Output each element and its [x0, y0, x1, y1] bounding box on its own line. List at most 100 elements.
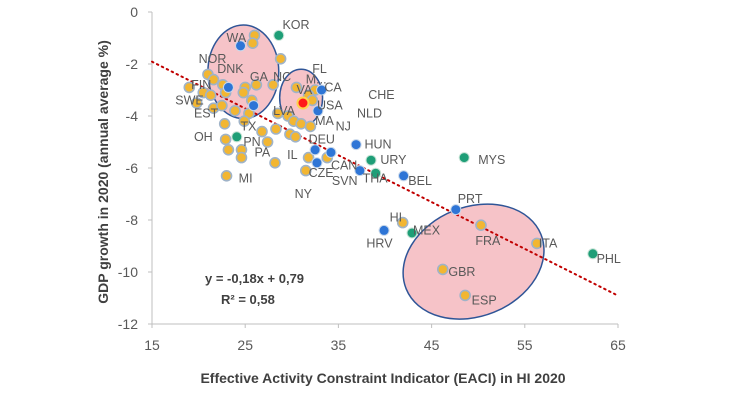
point-label-pn: PN [243, 135, 260, 149]
data-point-yellow [274, 52, 287, 65]
point-label-hun: HUN [364, 138, 391, 152]
data-point-yellow [256, 125, 268, 138]
data-point-yellow [267, 79, 279, 91]
point-label-ita: ITA [539, 236, 558, 250]
point-label-ma: MA [315, 114, 334, 128]
point-label-kor: KOR [282, 18, 309, 32]
y-tick-label: -10 [118, 264, 138, 280]
data-point-yellow [269, 157, 281, 169]
y-tick-label: -2 [126, 56, 139, 72]
data-point-yellow [237, 86, 250, 99]
point-label-mi: MI [239, 171, 253, 185]
data-point-blue [312, 105, 324, 117]
point-label-ga: GA [250, 70, 269, 84]
data-point-yellow [290, 81, 303, 94]
point-label-gbr: GBR [448, 265, 475, 279]
y-tick-label: -6 [126, 160, 139, 176]
data-point-teal [406, 227, 418, 239]
point-label-nj: NJ [336, 119, 351, 133]
data-point-highlight [296, 96, 310, 110]
point-label-lva: LVA [273, 104, 295, 118]
x-tick-label: 25 [237, 337, 253, 353]
x-tick-label: 65 [610, 337, 626, 353]
point-label-m: M... [306, 73, 327, 87]
x-axis-title: Effective Activity Constraint Indicator … [200, 370, 565, 386]
point-label-ury: URY [380, 153, 407, 167]
point-label-svn: SVN [332, 174, 358, 188]
trendline [151, 60, 619, 297]
data-point-blue [378, 224, 390, 236]
data-point-yellow [272, 107, 284, 120]
point-label-il: IL [287, 148, 297, 162]
point-label-nc: NC [273, 70, 291, 84]
data-point-blue [235, 40, 247, 52]
data-point-yellow [219, 133, 232, 146]
data-point-yellow [216, 99, 228, 112]
data-point-blue [316, 84, 328, 96]
point-label-ny: NY [295, 187, 313, 201]
data-point-yellow [218, 118, 231, 130]
data-point-yellow [289, 131, 302, 143]
data-point-yellow [250, 79, 263, 91]
y-tick-label: -12 [118, 316, 138, 332]
data-point-blue [222, 81, 234, 93]
data-point-yellow [261, 136, 274, 148]
data-point-yellow [246, 37, 259, 50]
point-label-cze: CZE [309, 166, 334, 180]
point-label-nld: NLD [357, 106, 382, 120]
y-tick-label: 0 [130, 4, 138, 20]
point-label-dnk: DNK [217, 62, 244, 76]
point-label-pa: PA [255, 145, 271, 159]
data-point-blue [350, 139, 362, 151]
data-point-yellow [183, 81, 196, 94]
data-point-teal [273, 29, 285, 41]
point-label-va: VA [296, 83, 312, 97]
x-tick-label: 45 [424, 337, 440, 353]
data-point-blue [354, 165, 366, 177]
data-point-teal [365, 154, 377, 166]
data-point-yellow [229, 105, 241, 117]
data-point-blue [450, 204, 462, 216]
point-label-esp: ESP [472, 294, 497, 308]
data-point-teal [587, 248, 599, 260]
data-point-yellow [475, 219, 487, 231]
data-point-blue [309, 144, 321, 156]
data-point-yellow [459, 289, 471, 302]
point-label-fin: FIN [191, 78, 211, 92]
data-point-yellow [295, 118, 307, 130]
data-point-teal [458, 152, 470, 164]
point-label-che: CHE [368, 88, 394, 102]
r-squared: R² = 0,58 [221, 292, 275, 307]
axes: 15 25 35 45 55 65 0 -2 -4 -6 -8 -10 -12 [118, 4, 626, 353]
point-label-fra: FRA [475, 234, 501, 248]
trend-line [151, 60, 619, 297]
point-label-tx: TX [241, 119, 258, 133]
point-label-nor: NOR [199, 52, 227, 66]
point-label-hrv: HRV [366, 236, 393, 250]
data-point-yellow [270, 123, 282, 135]
point-label-ca: CA [324, 80, 342, 94]
point-label-fl: FL [312, 62, 327, 76]
data-point-teal [370, 167, 382, 179]
data-point-teal [231, 131, 243, 143]
point-label-bel: BEL [408, 174, 432, 188]
data-point-yellow [235, 151, 248, 164]
data-point-yellow [396, 216, 409, 229]
data-point-yellow [190, 97, 203, 109]
point-label-tha: THA [363, 171, 389, 185]
data-point-yellow [436, 263, 449, 276]
data-point-yellow [302, 151, 315, 164]
data-point-blue [311, 157, 323, 169]
data-point-blue [398, 170, 410, 182]
regression-equation: y = -0,18x + 0,79 [205, 271, 304, 286]
point-label-est: EST [194, 106, 219, 120]
point-label-prt: PRT [458, 192, 483, 206]
data-point-yellow [531, 237, 543, 250]
x-tick-label: 15 [144, 337, 160, 353]
data-point-yellow [207, 73, 220, 86]
point-label-hi: HI [390, 210, 403, 224]
data-point-yellow [238, 115, 251, 127]
point-label-wa: WA [227, 31, 247, 45]
